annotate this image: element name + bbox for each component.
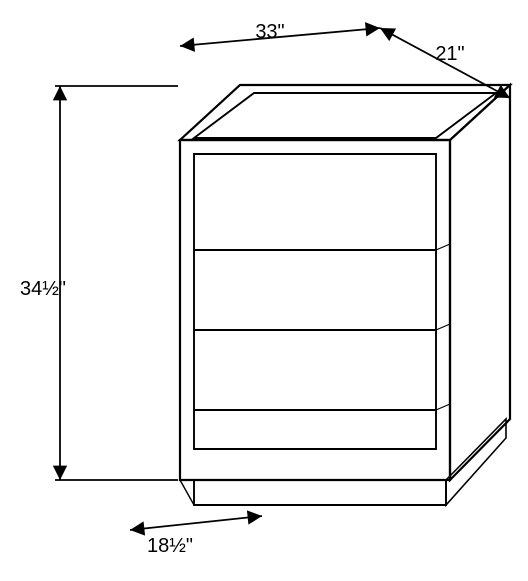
left-base-edge [180,480,194,505]
cabinet-diagram: 33" 21" 34½" 18½" [0,0,528,581]
toekick-front [194,480,446,505]
shelf-side-0 [436,244,450,250]
front-face [180,140,450,480]
depth-dimension-label: 21" [435,43,464,65]
toekick-dimension-label: 18½" [147,535,193,557]
right-face [450,85,510,480]
width-dimension-label: 33" [255,21,284,43]
dim-toekick [130,516,262,530]
shelf-side-1 [436,324,450,330]
dimension-lines [55,28,510,530]
front-opening [194,154,436,449]
top-opening [194,93,496,138]
cabinet-geometry [180,85,510,505]
shelf-side-2 [436,404,450,410]
height-dimension-label: 34½" [20,278,66,300]
